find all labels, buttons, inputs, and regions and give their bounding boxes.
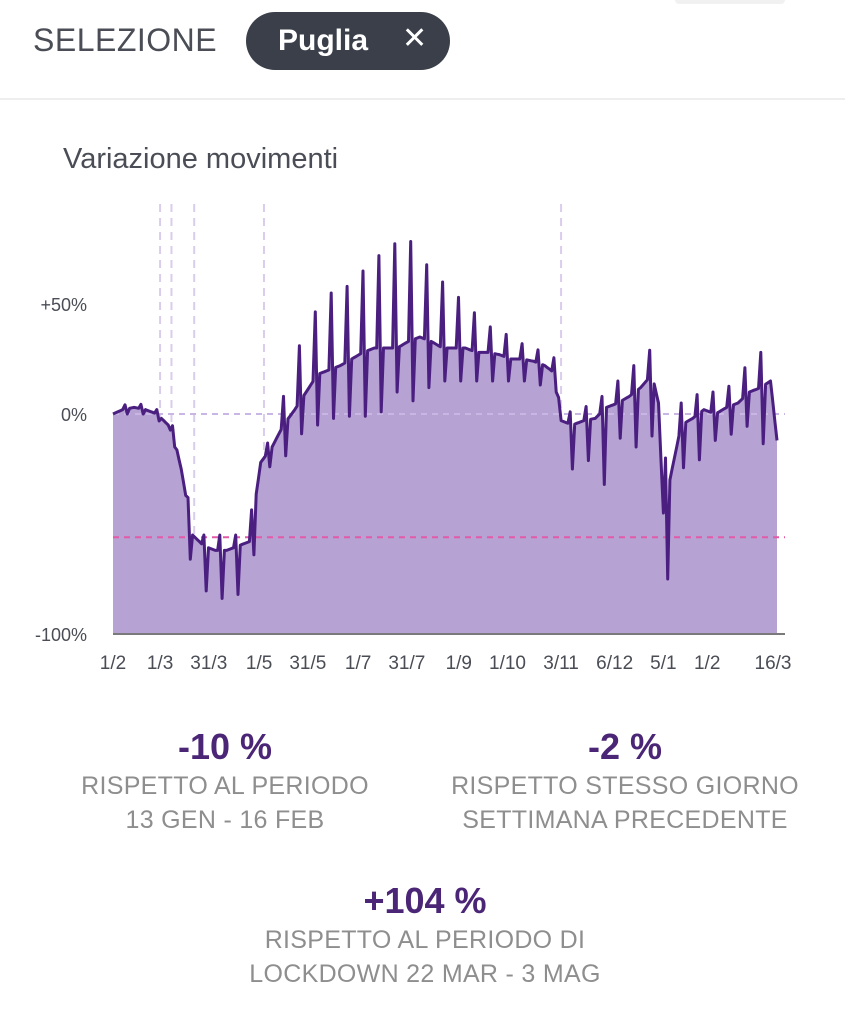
y-tick-label: 0% [61, 405, 87, 425]
stat-vs-previous-week: -2 % RISPETTO STESSO GIORNO SETTIMANA PR… [440, 726, 810, 836]
stat-description-line1: RISPETTO AL PERIODO DI [264, 926, 586, 954]
chart-title: Variazione movimenti [63, 143, 339, 175]
y-tick-label: -100% [35, 625, 87, 645]
x-tick-label: 31/5 [289, 653, 326, 674]
top-divider [675, 0, 785, 4]
x-tick-labels: 1/2 1/3 31/3 1/5 31/5 1/7 31/7 1/9 1/10 3/11 6/12 5… [100, 653, 792, 674]
selection-header: SELEZIONE Puglia ✕ [0, 0, 845, 100]
x-tick-label: 5/1 [650, 653, 676, 674]
x-tick-label: 1/9 [446, 653, 472, 674]
x-tick-label: 1/7 [345, 653, 371, 674]
reference-lines [113, 413, 785, 539]
x-tick-label: 1/2 [100, 653, 126, 674]
stat-value: -2 % [587, 726, 663, 767]
stat-value: -10 % [177, 726, 273, 767]
x-tick-label: 31/3 [190, 653, 227, 674]
x-tick-label: 6/12 [596, 653, 633, 674]
stat-vs-reference-period: -10 % RISPETTO AL PERIODO 13 GEN - 16 FE… [60, 726, 390, 836]
region-chip[interactable]: Puglia ✕ [246, 12, 450, 70]
close-icon[interactable]: ✕ [402, 22, 428, 55]
stat-description-line1: RISPETTO STESSO GIORNO [451, 772, 799, 800]
y-tick-labels: +50% 0% -100% [35, 295, 87, 645]
stat-description-line2: 13 GEN - 16 FEB [125, 806, 325, 834]
selection-label: SELEZIONE [33, 22, 218, 58]
x-tick-label: 16/3 [755, 653, 792, 674]
x-tick-label: 1/5 [246, 653, 272, 674]
stat-description-line2: LOCKDOWN 22 MAR - 3 MAG [249, 960, 601, 988]
movement-chart: +50%0%-100% 1/2 1/3 31/3 1/5 31/5 1/7 31/7 1/9 1… [35, 204, 792, 674]
stat-description-line2: SETTIMANA PRECEDENTE [462, 806, 788, 834]
y-tick-label: +50% [40, 295, 87, 315]
stat-description-line1: RISPETTO AL PERIODO [81, 772, 369, 800]
x-tick-label: 1/10 [489, 653, 526, 674]
region-chip-label: Puglia [278, 24, 369, 57]
x-tick-label: 1/3 [147, 653, 173, 674]
x-tick-label: 1/2 [694, 653, 720, 674]
stat-value: +104 % [363, 880, 487, 921]
x-tick-label: 31/7 [388, 653, 425, 674]
movement-line [112, 240, 779, 600]
x-tick-label: 3/11 [543, 653, 579, 674]
stat-vs-lockdown: +104 % RISPETTO AL PERIODO DI LOCKDOWN 2… [210, 880, 640, 990]
movement-area [113, 241, 777, 634]
